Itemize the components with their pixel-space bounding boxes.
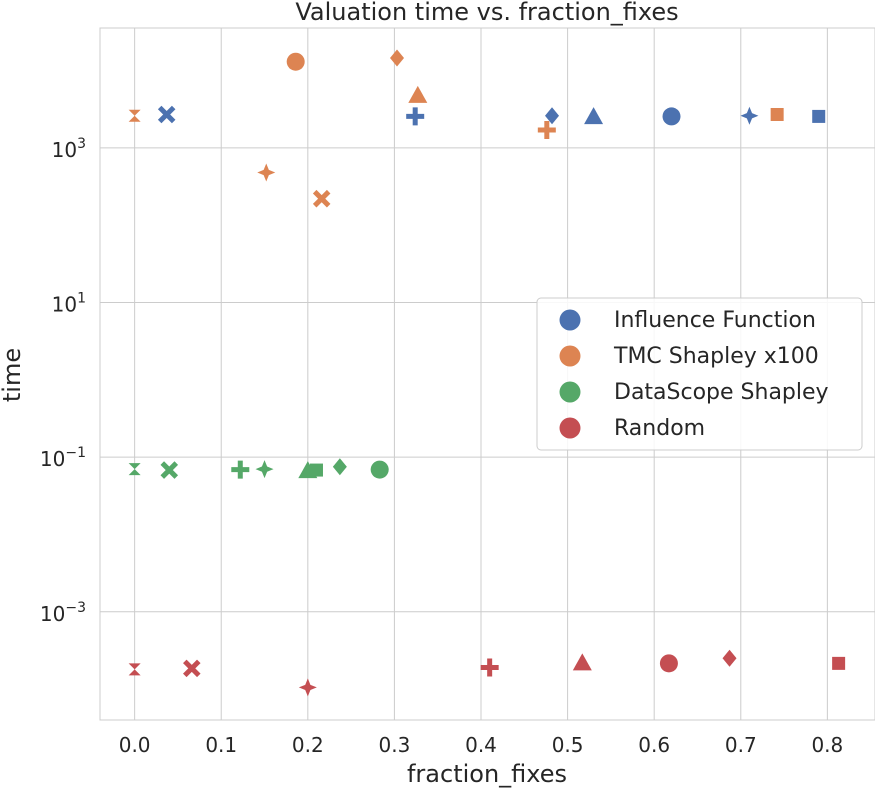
data-point-x bbox=[183, 659, 201, 678]
x-tick-label: 0.2 bbox=[292, 733, 324, 757]
legend-marker bbox=[559, 345, 581, 367]
legend-marker bbox=[559, 417, 581, 439]
y-tick-label: 101 bbox=[52, 290, 86, 316]
series-group bbox=[128, 649, 846, 697]
chart-title: Valuation time vs. fraction_fixes bbox=[295, 0, 678, 26]
plot-frame bbox=[99, 27, 875, 721]
data-point-circle bbox=[659, 654, 678, 673]
x-tick-label: 0.5 bbox=[552, 733, 584, 757]
data-point-x bbox=[157, 105, 176, 124]
legend-marker bbox=[559, 309, 581, 331]
legend: Influence Function TMC Shapley x100 DataSc… bbox=[536, 297, 863, 451]
legend-label: DataScope Shapley bbox=[614, 380, 829, 405]
x-tick-label: 0.8 bbox=[811, 733, 843, 757]
legend-label: Random bbox=[614, 416, 705, 441]
legend-marker bbox=[559, 381, 581, 403]
data-points bbox=[128, 49, 846, 697]
legend-label: Influence Function bbox=[614, 308, 816, 333]
data-point-hourglass bbox=[128, 109, 141, 122]
y-tick-label: 10−1 bbox=[40, 445, 86, 471]
x-axis-label: fraction_fixes bbox=[407, 760, 567, 788]
data-point-circle bbox=[286, 52, 305, 71]
data-point-star4 bbox=[257, 163, 276, 182]
x-tick-label: 0.0 bbox=[119, 733, 151, 757]
data-point-plus bbox=[406, 107, 425, 126]
data-point-square bbox=[832, 656, 846, 670]
x-tick-label: 0.6 bbox=[638, 733, 670, 757]
data-point-plus bbox=[537, 121, 556, 140]
x-tick-label: 0.4 bbox=[465, 733, 497, 757]
data-point-circle bbox=[370, 460, 389, 479]
data-point-diamond bbox=[545, 107, 560, 125]
axis-ticks: 0.0 0.1 0.2 0.3 0.4 0.5 0.6 0.7 0.8 103 101 10−1 10−… bbox=[40, 136, 843, 757]
data-point-square bbox=[770, 107, 784, 121]
data-point-triangle bbox=[572, 653, 592, 671]
y-tick-label: 103 bbox=[52, 136, 86, 162]
data-point-plus bbox=[480, 658, 499, 677]
y-tick-label: 10−3 bbox=[40, 600, 86, 626]
data-point-hourglass bbox=[128, 463, 141, 476]
x-tick-label: 0.1 bbox=[205, 733, 237, 757]
data-point-star4 bbox=[298, 678, 317, 697]
legend-box bbox=[536, 297, 863, 451]
data-point-star4 bbox=[255, 460, 274, 479]
y-axis-label: time bbox=[0, 348, 26, 402]
data-point-diamond bbox=[390, 49, 405, 67]
data-point-plus bbox=[231, 460, 250, 479]
data-point-diamond bbox=[722, 649, 737, 667]
legend-label: TMC Shapley x100 bbox=[613, 344, 819, 369]
x-tick-label: 0.3 bbox=[379, 733, 411, 757]
data-point-diamond bbox=[332, 458, 347, 476]
series-group bbox=[157, 105, 826, 126]
data-point-square bbox=[812, 109, 826, 123]
series-group bbox=[128, 49, 784, 208]
data-point-triangle bbox=[408, 85, 428, 103]
series-group bbox=[128, 458, 389, 479]
data-point-star4 bbox=[740, 106, 759, 125]
data-point-x bbox=[160, 461, 179, 479]
data-point-square bbox=[309, 463, 323, 477]
x-tick-label: 0.7 bbox=[725, 733, 757, 757]
data-point-hourglass bbox=[128, 663, 141, 676]
data-point-x bbox=[312, 189, 331, 208]
data-point-triangle bbox=[584, 107, 604, 125]
data-point-circle bbox=[662, 107, 681, 126]
